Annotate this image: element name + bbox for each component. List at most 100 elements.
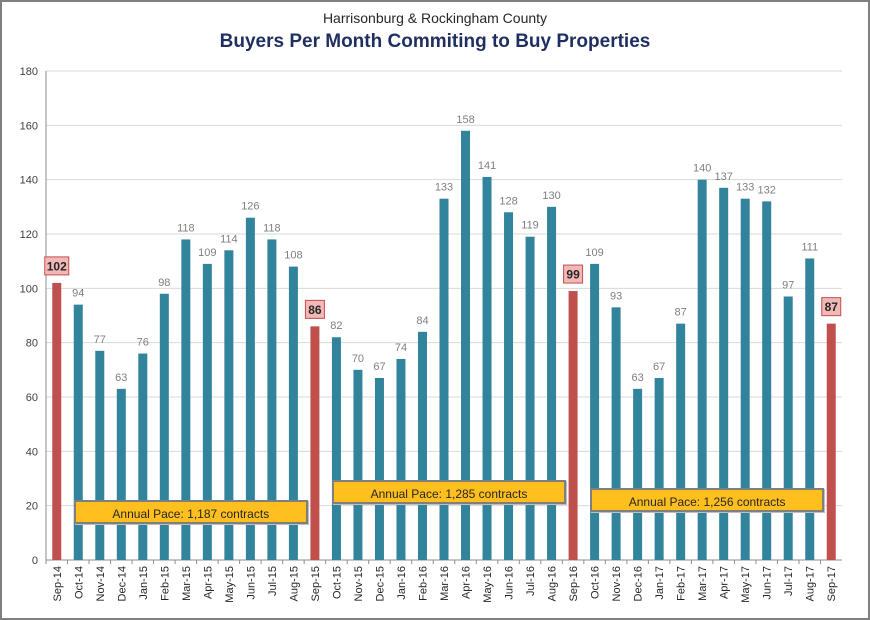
data-label: 87 [825, 300, 839, 314]
x-tick-label: Sep-14 [52, 566, 64, 601]
x-tick-label: Sep-15 [310, 566, 322, 601]
y-tick-label: 20 [26, 501, 38, 513]
bar [224, 250, 234, 561]
data-label: 130 [542, 190, 560, 202]
chart-subtitle: Harrisonburg & Rockingham County [322, 10, 548, 26]
bar [73, 304, 83, 560]
bar [461, 130, 471, 560]
x-tick-label: Nov-14 [95, 566, 107, 601]
bar [331, 337, 341, 560]
bar [374, 377, 384, 560]
data-label: 97 [782, 279, 794, 291]
bar [740, 198, 750, 560]
x-tick-label: Aug-15 [288, 566, 300, 601]
x-tick-label: Oct-16 [590, 566, 602, 599]
bar [116, 388, 126, 560]
x-tick-label: Aug-17 [805, 566, 817, 601]
y-tick-label: 120 [20, 229, 38, 241]
bar [654, 377, 664, 560]
data-label: 140 [693, 163, 711, 175]
data-label: 74 [395, 342, 407, 354]
data-label: 63 [631, 372, 643, 384]
y-tick-label: 40 [26, 446, 38, 458]
x-tick-label: Jul-17 [783, 566, 795, 596]
x-tick-label: May-17 [740, 566, 752, 603]
data-label: 67 [373, 361, 385, 373]
chart-title: Buyers Per Month Commiting to Buy Proper… [219, 31, 651, 52]
data-label: 94 [72, 288, 84, 300]
x-tick-label: Sep-17 [826, 566, 838, 601]
x-tick-label: Sep-16 [568, 566, 580, 601]
x-tick-label: Jan-16 [396, 566, 408, 600]
bar [611, 307, 621, 560]
data-label: 76 [137, 337, 149, 349]
data-label: 126 [241, 201, 259, 213]
x-tick-label: Feb-15 [159, 566, 171, 601]
x-tick-label: Mar-15 [181, 566, 193, 601]
data-label: 109 [198, 247, 216, 259]
data-label: 158 [456, 114, 474, 126]
data-label: 118 [177, 222, 195, 234]
x-tick-label: Nov-15 [353, 566, 365, 601]
bar [95, 350, 105, 560]
y-tick-label: 140 [20, 175, 38, 187]
data-label: 141 [478, 160, 496, 172]
x-tick-label: May-15 [224, 566, 236, 603]
data-label: 119 [521, 220, 539, 232]
data-label: 70 [352, 353, 364, 365]
x-tick-label: Apr-16 [461, 566, 473, 599]
x-tick-label: Aug-16 [547, 566, 559, 601]
bar [525, 236, 535, 560]
bar [482, 176, 492, 560]
data-label: 128 [499, 195, 517, 207]
data-label: 133 [736, 182, 754, 194]
data-label: 98 [158, 277, 170, 289]
data-label: 86 [308, 303, 322, 317]
x-tick-label: Nov-16 [611, 566, 623, 601]
x-tick-label: Jun-16 [504, 566, 516, 600]
bar [590, 263, 600, 560]
bar [417, 331, 427, 560]
x-tick-label: Feb-16 [417, 566, 429, 601]
y-tick-label: 160 [20, 120, 38, 132]
data-label: 82 [330, 320, 342, 332]
x-tick-label: Jun-15 [245, 566, 257, 600]
bar [719, 187, 729, 561]
data-label: 109 [585, 247, 603, 259]
bar [633, 388, 643, 560]
x-tick-label: Feb-17 [676, 566, 688, 601]
x-tick-label: Jan-15 [138, 566, 150, 600]
y-tick-label: 0 [32, 555, 38, 567]
highlighted-bar [52, 282, 62, 560]
bar [353, 369, 363, 560]
data-label: 111 [801, 241, 818, 253]
bar [181, 239, 191, 560]
bar [762, 201, 772, 560]
bar [159, 293, 169, 560]
bar [267, 239, 277, 560]
bar [202, 263, 212, 560]
data-label-box [821, 297, 842, 317]
annual-pace-annotation: Annual Pace: 1,187 contracts [73, 500, 309, 524]
bar [439, 198, 449, 560]
x-tick-label: Apr-17 [719, 566, 731, 599]
highlighted-bar [568, 291, 578, 560]
bar [138, 353, 148, 560]
data-label: 137 [714, 171, 732, 183]
bar [783, 296, 793, 560]
data-label-box [44, 256, 70, 276]
x-tick-label: Dec-16 [633, 566, 645, 601]
data-label: 102 [47, 259, 67, 273]
x-tick-label: Jan-17 [654, 566, 666, 600]
x-tick-label: Jul-15 [267, 566, 279, 596]
annual-pace-annotation: Annual Pace: 1,256 contracts [589, 488, 825, 512]
y-tick-label: 100 [20, 283, 38, 295]
data-label: 132 [758, 184, 776, 196]
y-tick-label: 80 [26, 338, 38, 350]
data-label: 93 [610, 290, 622, 302]
data-label: 133 [435, 182, 453, 194]
y-tick-label: 60 [26, 392, 38, 404]
x-tick-label: Dec-14 [116, 566, 128, 601]
data-label: 63 [115, 372, 127, 384]
